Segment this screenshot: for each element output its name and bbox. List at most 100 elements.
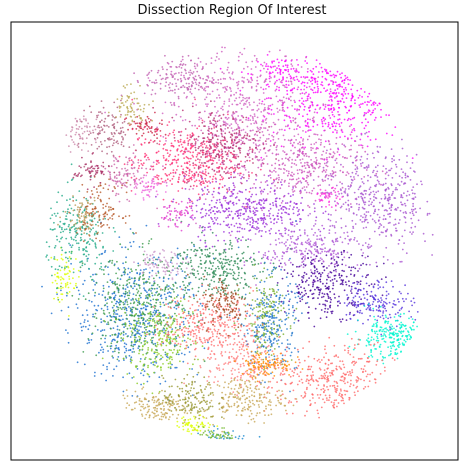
- data-point: [366, 158, 369, 160]
- data-point: [351, 219, 354, 222]
- data-point: [183, 294, 186, 296]
- data-point: [235, 196, 238, 198]
- data-point: [394, 208, 396, 211]
- data-point: [142, 253, 145, 256]
- data-point: [271, 164, 273, 167]
- data-point: [305, 56, 307, 59]
- data-point: [213, 217, 216, 219]
- data-point: [369, 246, 371, 249]
- data-point: [265, 71, 268, 73]
- data-point: [78, 293, 81, 296]
- data-point: [285, 86, 288, 89]
- data-point: [180, 71, 183, 74]
- data-point: [122, 390, 125, 393]
- data-point: [385, 171, 388, 174]
- data-point: [239, 93, 242, 96]
- data-point: [294, 159, 297, 162]
- data-point: [345, 106, 347, 109]
- data-point: [205, 103, 207, 105]
- data-point: [314, 223, 317, 225]
- data-point: [241, 76, 244, 79]
- data-point: [357, 97, 360, 99]
- data-point: [147, 84, 149, 87]
- data-point: [156, 294, 159, 297]
- data-point: [256, 126, 259, 129]
- data-point: [169, 101, 172, 104]
- data-point: [223, 143, 226, 145]
- data-point: [190, 207, 193, 210]
- data-point: [380, 297, 382, 299]
- data-point: [276, 282, 279, 284]
- data-point: [241, 142, 244, 145]
- data-point: [142, 307, 145, 309]
- data-point: [319, 234, 322, 237]
- data-point: [112, 375, 114, 377]
- data-point: [86, 342, 89, 345]
- data-point: [222, 177, 225, 180]
- data-point: [255, 284, 257, 286]
- data-point: [266, 223, 268, 226]
- data-point: [311, 117, 314, 120]
- data-point: [300, 253, 302, 256]
- data-point: [175, 201, 178, 204]
- data-point: [352, 266, 355, 268]
- data-point: [235, 157, 237, 160]
- data-point: [413, 301, 416, 304]
- data-point: [238, 138, 241, 141]
- data-point: [359, 219, 362, 221]
- data-point: [216, 88, 219, 91]
- data-point: [295, 139, 297, 141]
- data-point: [210, 141, 212, 143]
- data-point: [344, 135, 346, 138]
- data-point: [266, 112, 269, 114]
- data-point: [249, 129, 252, 132]
- data-point: [222, 163, 225, 166]
- data-point: [325, 282, 328, 285]
- data-point: [236, 210, 239, 213]
- data-point: [259, 74, 262, 77]
- data-point: [127, 248, 129, 251]
- data-point: [401, 248, 404, 251]
- data-point: [332, 257, 335, 259]
- data-point: [357, 270, 359, 272]
- data-point: [380, 326, 383, 329]
- data-point: [379, 286, 381, 288]
- data-point: [130, 164, 133, 167]
- data-point: [308, 317, 310, 319]
- data-point: [191, 200, 193, 203]
- data-point: [352, 225, 354, 228]
- data-point: [146, 351, 149, 354]
- data-point: [192, 82, 195, 85]
- data-point: [124, 299, 127, 302]
- data-point: [200, 144, 202, 147]
- data-point: [211, 133, 214, 135]
- data-point: [384, 193, 386, 196]
- data-point: [264, 181, 267, 183]
- data-point: [278, 167, 280, 170]
- data-point: [159, 140, 161, 143]
- data-point: [331, 175, 333, 178]
- data-point: [158, 293, 161, 295]
- data-point: [370, 290, 373, 293]
- data-point: [215, 201, 218, 204]
- data-point: [244, 131, 247, 134]
- data-point: [412, 198, 415, 201]
- data-point: [147, 302, 150, 305]
- data-point: [392, 155, 395, 158]
- data-point: [306, 239, 309, 242]
- data-point: [143, 268, 145, 271]
- data-point: [100, 307, 103, 310]
- data-point: [208, 148, 211, 150]
- data-point: [221, 157, 223, 160]
- data-point: [209, 132, 212, 134]
- data-point: [392, 302, 395, 305]
- data-point: [351, 161, 354, 164]
- data-point: [75, 303, 78, 306]
- data-point: [236, 81, 238, 84]
- data-point: [368, 188, 371, 191]
- data-point: [167, 83, 170, 86]
- data-point: [333, 166, 335, 169]
- data-point: [172, 131, 175, 134]
- data-point: [312, 125, 315, 128]
- data-point: [359, 280, 362, 283]
